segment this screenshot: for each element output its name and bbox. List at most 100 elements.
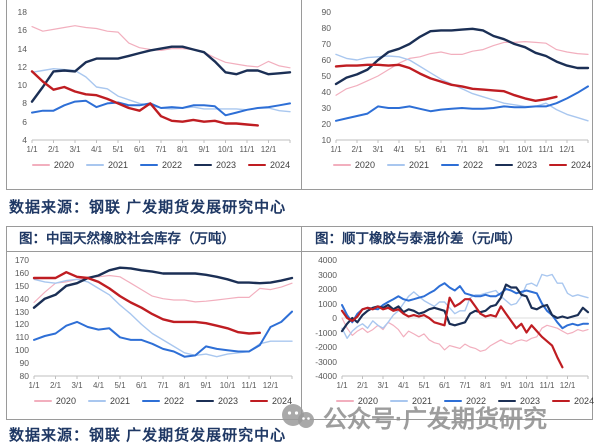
x-axis-label: 9/1	[198, 145, 210, 154]
x-axis-label: 8/1	[178, 381, 191, 390]
source-note-top: 数据来源：钢联 广发期货发展研究中心	[9, 199, 287, 216]
legend-item-2020: 2020	[335, 396, 378, 406]
x-axis-label: 11/1	[239, 145, 255, 154]
y-axis-label: 1000	[318, 298, 337, 309]
x-axis-label: 8/1	[176, 145, 189, 154]
x-axis-label: 6/1	[435, 145, 447, 154]
chart-legend: 2020 2021 2022 2023 2024	[332, 160, 591, 170]
top-left-line-chart: 4 6 8 10 12 14 16 18 1/1 2/1 3/1 4/1 5/1 6/1 7/1 8/1 9/1…	[8, 4, 300, 186]
series-line-2023	[30, 45, 292, 103]
y-axis-label: 3000	[318, 269, 337, 280]
legend-swatch	[389, 400, 408, 402]
series-line-2024	[340, 296, 564, 369]
y-axis-label: 14	[17, 43, 27, 54]
x-axis-label: 1/1	[336, 381, 348, 390]
y-axis-label: 18	[17, 7, 27, 17]
y-axis-label: 10	[17, 80, 27, 91]
y-axis-label: 70	[321, 39, 331, 49]
legend-label: 2023	[216, 160, 237, 170]
y-axis-label: 80	[321, 23, 331, 33]
legend-item-2023: 2023	[194, 160, 236, 170]
x-axis-label: 1/1	[26, 145, 38, 154]
y-axis-label: 120	[14, 319, 29, 330]
legend-swatch	[194, 163, 213, 167]
series-line-2022	[341, 282, 589, 330]
legend-item-2020: 2020	[31, 160, 74, 170]
natural-rubber-inventory-chart: 80 90 100 110 120 130 140 150 160 170 1/1 2/1 3/1 4/1…	[8, 254, 300, 416]
x-axis-label: 2/1	[356, 381, 369, 390]
series-line-2023	[32, 266, 294, 309]
y-axis-label: 12	[17, 61, 27, 72]
y-axis-label: 0	[332, 313, 337, 323]
legend-label: 2023	[218, 396, 239, 406]
series-line-2021	[335, 53, 589, 122]
x-axis-label: 4/1	[393, 145, 405, 154]
x-axis-label: 10/1	[517, 145, 533, 154]
x-axis-label: 1/1	[330, 145, 342, 154]
legend-swatch	[250, 399, 269, 403]
x-axis-label: 12/1	[559, 381, 576, 390]
x-axis-label: 7/1	[155, 145, 167, 154]
legend-label: 2020	[55, 396, 76, 406]
source-note-bottom: 数据来源：钢联 广发期货发展研究中心	[9, 427, 287, 443]
x-axis-label: 5/1	[114, 381, 126, 390]
legend-swatch	[85, 164, 104, 166]
legend-swatch	[31, 164, 50, 166]
series-line-2023	[340, 283, 590, 333]
legend-item-2021: 2021	[85, 160, 128, 170]
legend-label: 2023	[517, 160, 538, 170]
legend-label: 2021	[109, 396, 130, 406]
legend-label: 2022	[462, 160, 484, 170]
legend-swatch	[87, 400, 106, 402]
legend-swatch	[386, 164, 405, 166]
legend-swatch	[33, 400, 52, 402]
y-axis-label: 110	[15, 332, 29, 343]
x-axis-label: 1/1	[28, 381, 40, 390]
legend-swatch	[139, 164, 158, 166]
legend-swatch	[332, 164, 351, 166]
y-axis-label: 150	[14, 280, 29, 291]
x-axis-label: 6/1	[135, 381, 148, 390]
legend-item-2020: 2020	[33, 396, 76, 406]
legend-label: 2022	[163, 396, 185, 406]
y-axis-label: 4	[22, 135, 27, 145]
legend-label: 2022	[161, 160, 183, 170]
chart-legend: 2020 2021 2022 2023 2024	[31, 160, 290, 170]
plot-canvas	[334, 27, 590, 143]
legend-label: 2020	[357, 396, 378, 406]
x-axis-label: 9/1	[500, 381, 512, 390]
series-line-2021	[341, 273, 589, 340]
x-axis-label: 2/1	[351, 145, 363, 154]
x-axis-label: 3/1	[377, 381, 389, 390]
y-axis-label: -3000	[315, 356, 337, 367]
y-axis-label: 40	[321, 87, 331, 97]
x-axis-label: 3/1	[71, 381, 83, 390]
legend-item-2023: 2023	[498, 396, 540, 406]
y-axis-label: 16	[17, 25, 27, 36]
x-axis-label: 6/1	[438, 381, 451, 390]
legend-item-2024: 2024	[250, 396, 292, 406]
x-axis-label: 4/1	[397, 381, 410, 390]
legend-item-2023: 2023	[196, 396, 238, 406]
legend-item-2022: 2022	[139, 160, 183, 170]
legend-swatch	[495, 163, 514, 167]
x-axis-label: 10/1	[518, 381, 535, 390]
y-axis-label: 50	[321, 71, 331, 81]
br-thai-mixed-spread-chart: -4000 -3000 -2000 -1000 0 1000 2000 3000 4000 1/1…	[308, 254, 594, 416]
y-axis-label: -2000	[315, 342, 337, 352]
legend-swatch	[335, 400, 354, 402]
series-line-2023	[334, 27, 590, 86]
legend-swatch	[552, 399, 571, 403]
y-axis-label: 170	[14, 255, 29, 265]
legend-item-2021: 2021	[87, 396, 130, 406]
y-axis-label: 160	[14, 267, 29, 278]
x-axis-label: 8/1	[477, 145, 489, 154]
x-axis-label: 4/1	[92, 381, 105, 390]
x-axis-label: 8/1	[479, 381, 492, 390]
plot-canvas	[30, 25, 292, 143]
series-line-2024	[334, 63, 558, 103]
series-line-2024	[32, 271, 262, 335]
y-axis-label: 130	[14, 306, 29, 317]
legend-label: 2021	[411, 396, 432, 406]
y-axis-label: 140	[14, 293, 29, 304]
